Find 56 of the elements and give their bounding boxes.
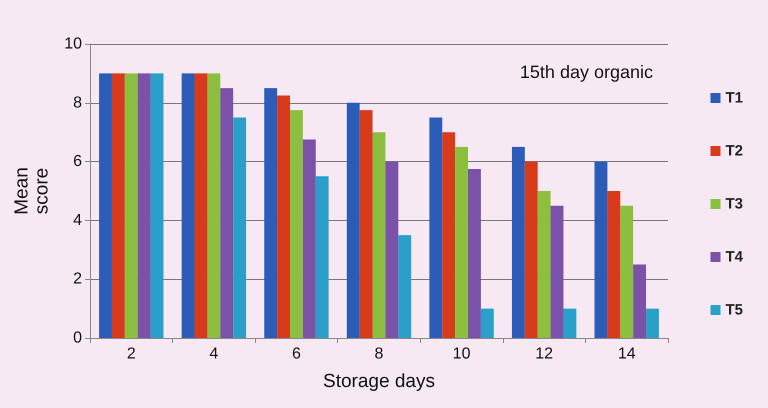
legend-label: T3: [725, 196, 744, 212]
bar: [385, 162, 398, 338]
bar: [182, 73, 195, 338]
legend-label: T5: [725, 302, 744, 318]
bar: [264, 88, 278, 338]
bar: [138, 73, 151, 338]
bar: [124, 73, 138, 338]
bar: [550, 206, 564, 338]
bar: [620, 206, 634, 338]
bar: [455, 146, 468, 338]
bar: [512, 146, 525, 338]
bar: [112, 73, 125, 338]
y-tick-label: 0: [73, 330, 82, 346]
x-tick-label: 4: [209, 346, 218, 362]
bar: [524, 162, 538, 338]
text: 15th day organic: [520, 62, 653, 82]
bar: [220, 88, 234, 338]
x-tick-label: 10: [452, 346, 471, 362]
bar: [277, 95, 290, 338]
bar: [150, 73, 164, 338]
bar: [316, 176, 329, 338]
legend-label: T1: [725, 90, 744, 106]
bar: [302, 140, 316, 338]
bar: [538, 191, 551, 338]
bar: [233, 118, 246, 338]
bar: [346, 102, 360, 338]
bar: [646, 308, 659, 338]
y-tick-label: 10: [64, 36, 82, 52]
bar: [607, 191, 620, 338]
bar: [207, 73, 220, 338]
x-tick-label: 12: [535, 346, 554, 362]
bar: [372, 132, 386, 338]
bar: [442, 132, 456, 338]
bar: [429, 118, 442, 338]
legend-label: T4: [725, 248, 744, 266]
bar: [360, 110, 373, 338]
bar: [563, 308, 576, 338]
x-axis-title: Storage days: [323, 371, 435, 392]
x-tick-label: 8: [374, 346, 384, 362]
bar: [480, 308, 494, 338]
bar: [194, 73, 208, 338]
x-tick-label: 2: [126, 346, 136, 362]
bar: [468, 168, 481, 338]
x-tick-label: 14: [618, 346, 636, 362]
y-tick-label: 8: [73, 94, 82, 112]
y-tick-label: 4: [73, 212, 82, 229]
bar: [398, 235, 412, 338]
legend-label: T2: [725, 142, 744, 160]
bar: [594, 162, 608, 338]
x-tick-label: 6: [292, 346, 301, 362]
y-tick-label: 2: [73, 270, 82, 288]
y-tick-label: 6: [73, 153, 82, 170]
bar: [290, 110, 303, 338]
y-axis-title: Mean score: [12, 167, 52, 215]
bar: [633, 264, 646, 338]
bar: [99, 73, 112, 338]
